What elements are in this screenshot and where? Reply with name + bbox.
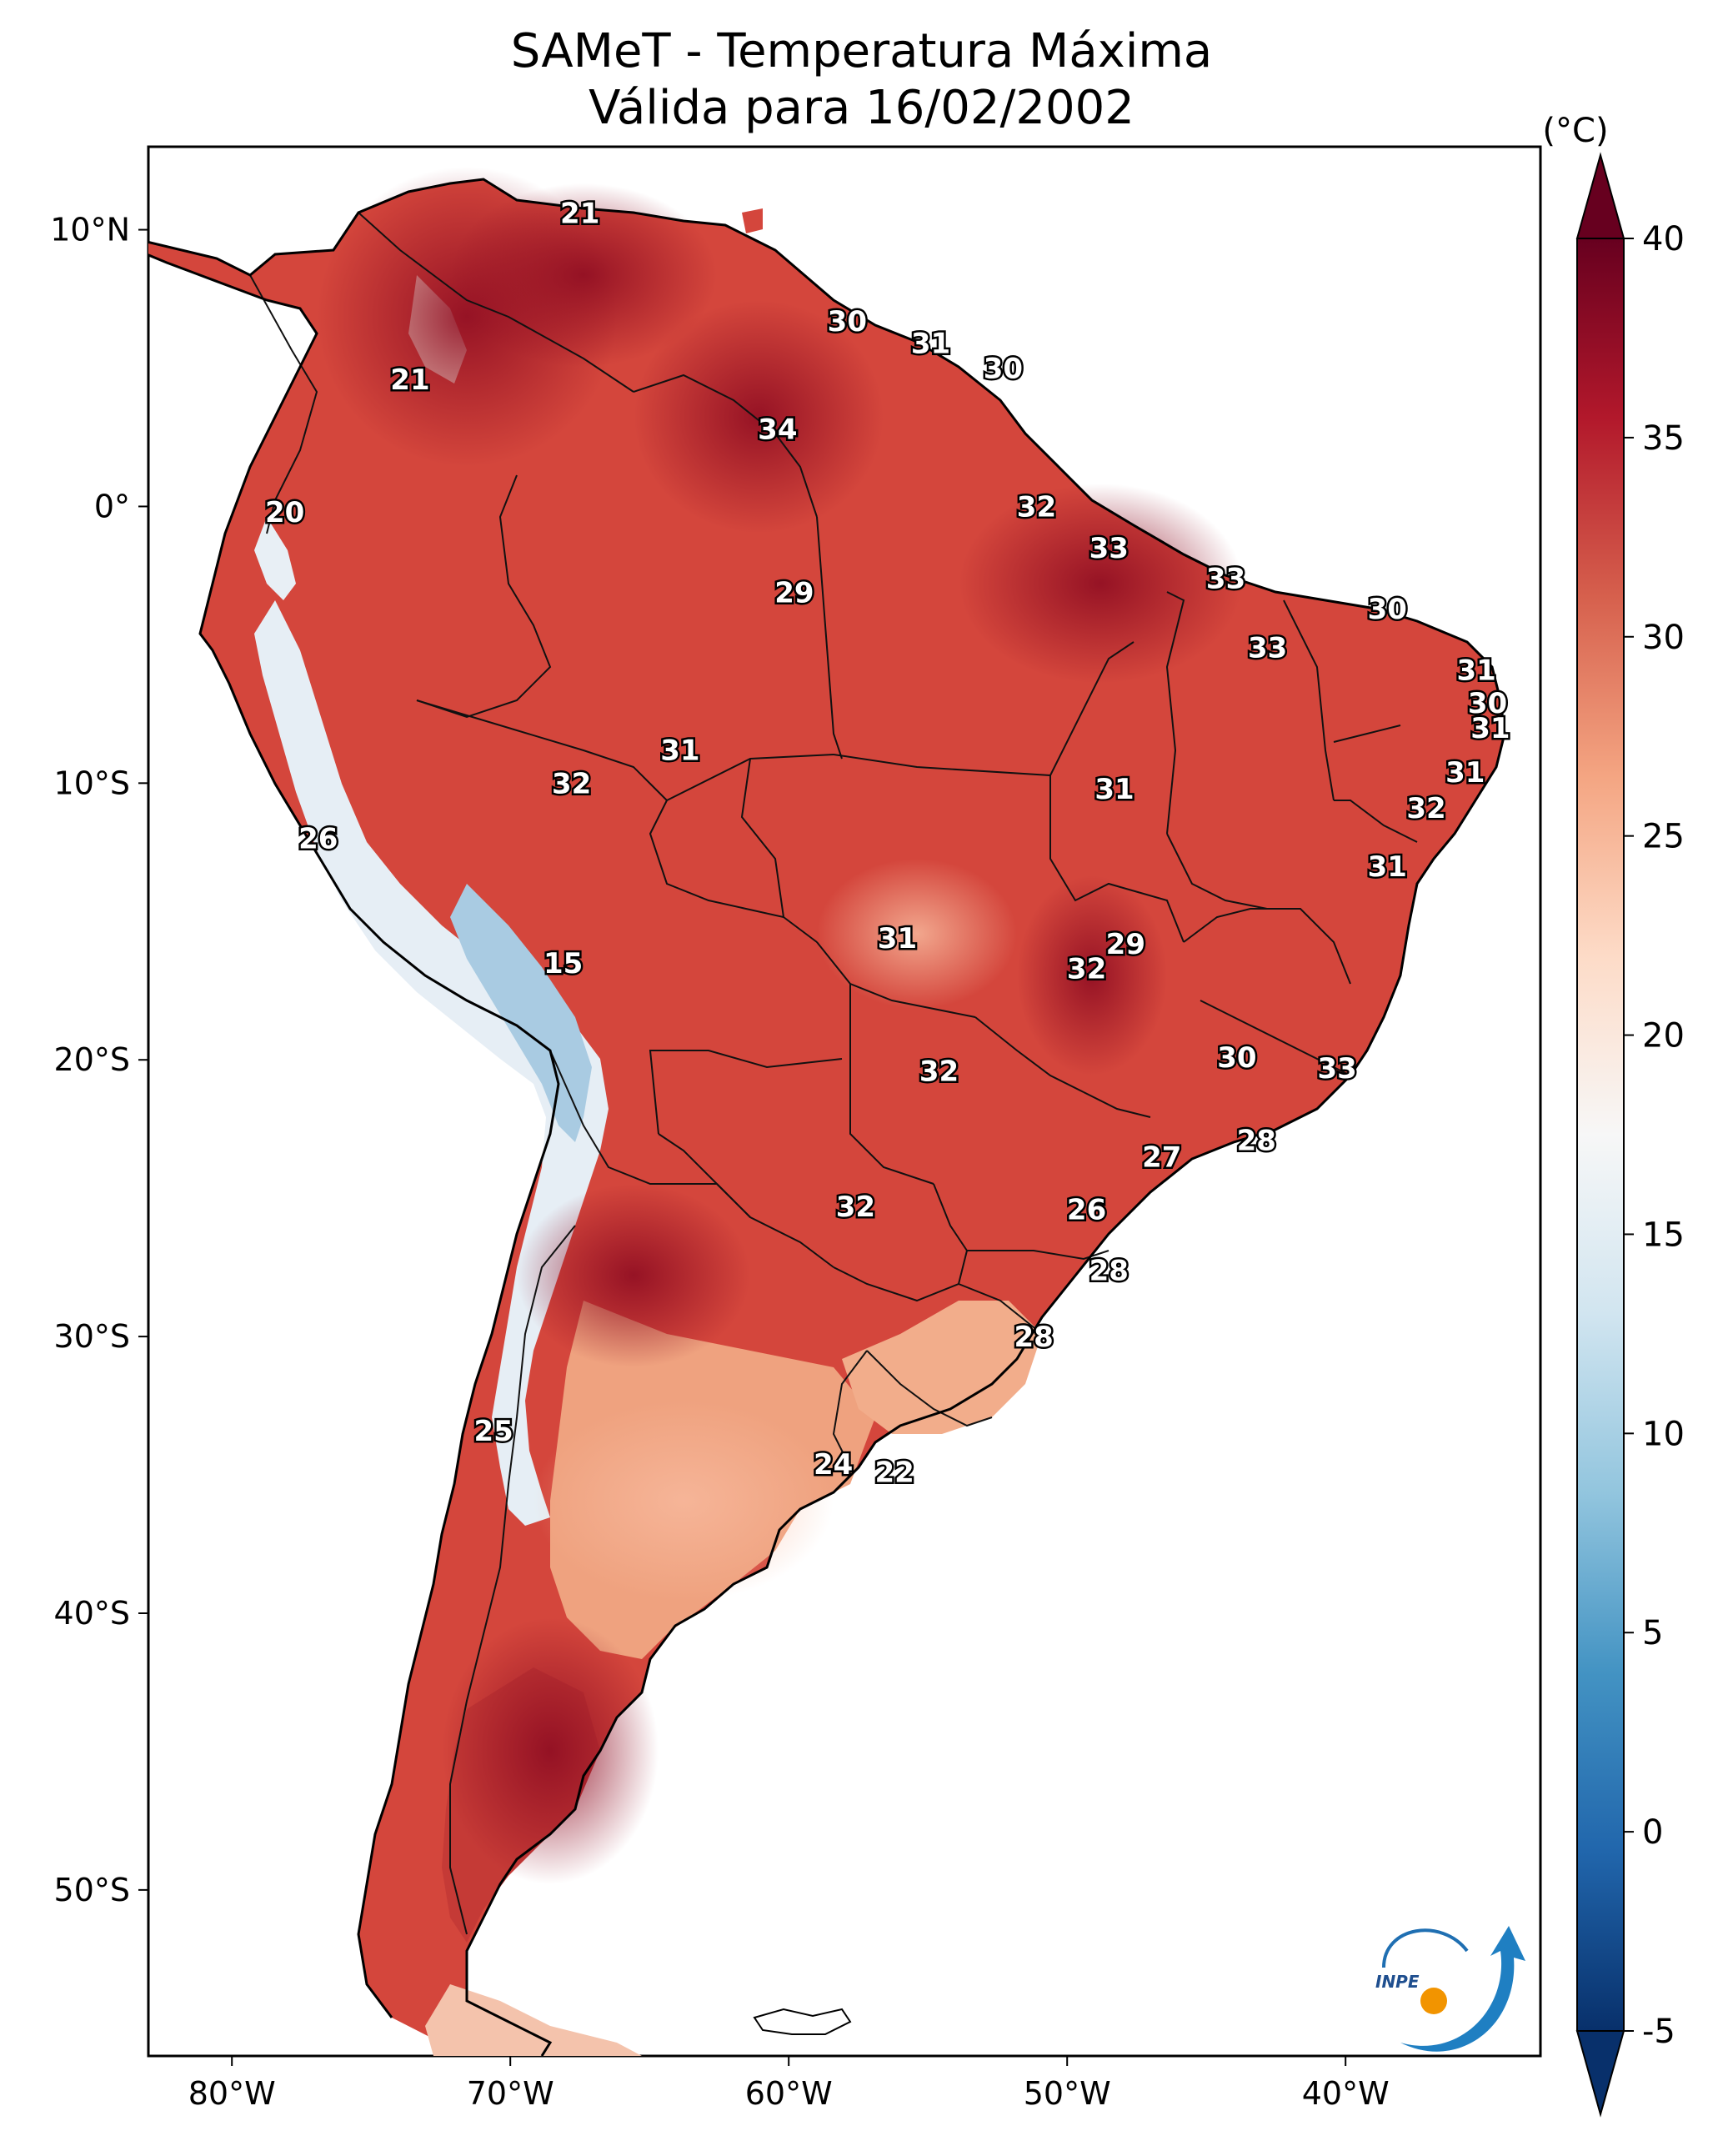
logo-text: INPE xyxy=(1375,1972,1420,1992)
station-value-label: 21 xyxy=(390,364,429,397)
station-value-label: 30 xyxy=(828,305,867,338)
colorbar-tick-label: 15 xyxy=(1642,1216,1685,1254)
station-value-label: 28 xyxy=(1237,1124,1276,1157)
warm-mato-grosso xyxy=(817,859,1017,1009)
station-value-label: 31 xyxy=(1445,756,1485,790)
station-value-label: 30 xyxy=(1368,593,1407,626)
station-value-label: 32 xyxy=(1017,490,1056,524)
colorbar-extend-min xyxy=(1575,2030,1625,2118)
hotspot-roraima xyxy=(634,300,884,534)
logo-orb-icon xyxy=(1420,1988,1447,2014)
station-value-label: 31 xyxy=(660,735,699,768)
colorbar-tick-label: 40 xyxy=(1642,220,1685,258)
inpe-logo: INPE xyxy=(1375,1926,1525,2052)
station-value-label: 29 xyxy=(1106,928,1145,961)
station-value-label: 15 xyxy=(543,947,583,980)
andes-north-cool xyxy=(254,517,296,600)
colorbar-tick-label: 10 xyxy=(1642,1415,1685,1453)
y-tick-label: 50°S xyxy=(54,1872,130,1908)
logo-swirl-icon xyxy=(1382,1928,1469,1968)
colorbar-ticks: -5 0 5 10 15 20 25 30 35 40 xyxy=(1624,220,1685,2051)
colorbar: (°C) -5 0 5 10 15 20 25 30 35 40 xyxy=(1542,112,1685,2118)
border-lines xyxy=(249,212,1418,1935)
hotspot-patagonia xyxy=(442,1617,659,1884)
station-value-label: 25 xyxy=(473,1415,513,1448)
station-value-label: 20 xyxy=(265,496,304,529)
station-value-label: 29 xyxy=(774,576,814,609)
y-tick-label: 10°N xyxy=(50,212,130,248)
map-title-line2: Válida para 16/02/2002 xyxy=(589,81,1134,135)
station-value-label: 30 xyxy=(1217,1041,1256,1075)
station-value-label: 31 xyxy=(878,922,917,955)
station-value-label: 31 xyxy=(911,328,950,361)
station-value-label: 31 xyxy=(1094,773,1134,806)
station-value-label: 33 xyxy=(1089,532,1129,565)
station-value-label: 26 xyxy=(1067,1193,1106,1226)
station-value-label: 34 xyxy=(758,414,797,447)
x-axis-ticks: 80°W 70°W 60°W 50°W 40°W xyxy=(188,2056,1390,2112)
y-tick-label: 0° xyxy=(94,488,130,524)
station-value-label: 31 xyxy=(1457,654,1496,687)
station-value-label: 32 xyxy=(552,767,591,800)
y-tick-label: 30°S xyxy=(54,1318,130,1355)
station-value-label: 32 xyxy=(1406,792,1445,825)
station-value-label: 33 xyxy=(1318,1052,1357,1086)
y-tick-label: 40°S xyxy=(54,1595,130,1632)
station-value-label: 30 xyxy=(1468,687,1507,720)
y-axis-ticks: 10°N 0° 10°S 20°S 30°S 40°S 50°S xyxy=(50,212,148,1908)
hotspot-chaco xyxy=(517,1184,750,1367)
station-value-label: 28 xyxy=(1014,1321,1053,1354)
colorbar-tick-label: 0 xyxy=(1642,1813,1663,1852)
logo-arrow-icon xyxy=(1400,1926,1525,2052)
colorbar-tick-label: -5 xyxy=(1642,2013,1675,2051)
colorbar-tick-label: 20 xyxy=(1642,1017,1685,1055)
colorbar-unit: (°C) xyxy=(1542,112,1608,150)
colorbar-tick-label: 35 xyxy=(1642,419,1685,458)
warm-pampa-center xyxy=(533,1401,834,1601)
station-value-label: 22 xyxy=(874,1457,914,1490)
map-title-line1: SAMeT - Temperatura Máxima xyxy=(510,24,1213,78)
colorbar-extend-max xyxy=(1575,152,1625,239)
tierra-del-fuego xyxy=(425,1984,642,2056)
y-tick-label: 10°S xyxy=(54,765,130,801)
x-tick-label: 80°W xyxy=(188,2075,276,2112)
station-value-label: 28 xyxy=(1089,1254,1129,1287)
station-value-label: 21 xyxy=(560,198,599,231)
y-tick-label: 20°S xyxy=(54,1041,130,1078)
station-value-label: 26 xyxy=(298,823,338,856)
x-tick-label: 70°W xyxy=(467,2075,554,2112)
trinidad xyxy=(742,208,763,233)
station-value-label: 33 xyxy=(1206,563,1245,596)
x-tick-label: 40°W xyxy=(1302,2075,1390,2112)
station-value-label: 32 xyxy=(1067,953,1106,986)
station-value-label: 32 xyxy=(836,1191,875,1224)
hotspot-goias xyxy=(1017,875,1167,1075)
station-value-label: 31 xyxy=(1368,850,1407,884)
colorbar-body xyxy=(1576,238,1625,2032)
station-value-label: 24 xyxy=(814,1448,853,1482)
uruguay-zone xyxy=(842,1301,1042,1434)
x-tick-label: 60°W xyxy=(745,2075,833,2112)
station-value-label: 27 xyxy=(1142,1141,1181,1174)
station-value-label: 32 xyxy=(919,1055,959,1088)
falkland-islands xyxy=(753,2008,852,2035)
colorbar-tick-label: 5 xyxy=(1642,1614,1663,1652)
hotspot-para xyxy=(959,484,1242,684)
station-value-label: 33 xyxy=(1248,632,1287,665)
station-value-label: 30 xyxy=(984,353,1023,386)
x-tick-label: 50°W xyxy=(1024,2075,1111,2112)
colorbar-tick-label: 30 xyxy=(1642,619,1685,657)
colorbar-tick-label: 25 xyxy=(1642,818,1685,856)
station-value-label: 31 xyxy=(1470,712,1510,745)
coastline xyxy=(148,178,1506,2056)
